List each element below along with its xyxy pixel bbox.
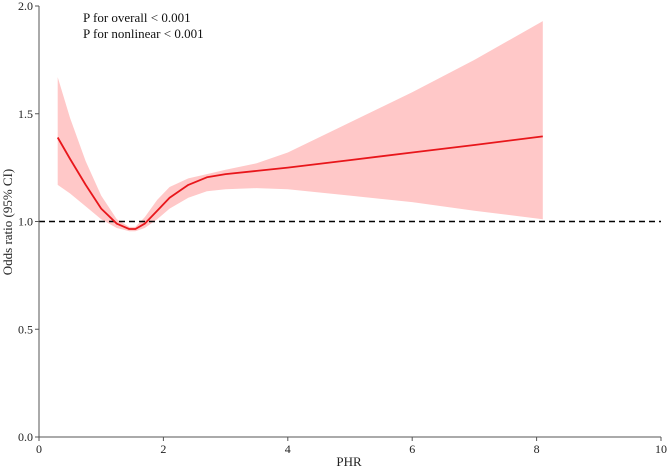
y-tick-label: 2.0 (18, 0, 33, 13)
x-tick-label: 8 (534, 442, 540, 456)
p-nonlinear-annotation: P for nonlinear < 0.001 (83, 26, 204, 41)
y-tick-label: 0.5 (18, 322, 33, 336)
x-tick-label: 4 (285, 442, 291, 456)
confidence-band (57, 21, 543, 232)
x-tick-label: 6 (409, 442, 415, 456)
y-tick-label: 0.0 (18, 430, 33, 444)
axes: 0 2 4 6 8 10 0.0 0.5 1.0 1.5 2.0 (18, 0, 667, 456)
y-axis-title: Odds ratio (95% CI) (0, 169, 15, 276)
p-overall-annotation: P for overall < 0.001 (83, 10, 191, 25)
x-tick-label: 0 (36, 442, 42, 456)
y-tick-label: 1.0 (18, 215, 33, 229)
y-tick-label: 1.5 (18, 107, 33, 121)
x-tick-label: 10 (655, 442, 667, 456)
x-axis-title: PHR (336, 454, 362, 468)
plot-layer (39, 21, 661, 232)
estimate-line (56, 135, 543, 230)
x-tick-label: 2 (160, 442, 166, 456)
